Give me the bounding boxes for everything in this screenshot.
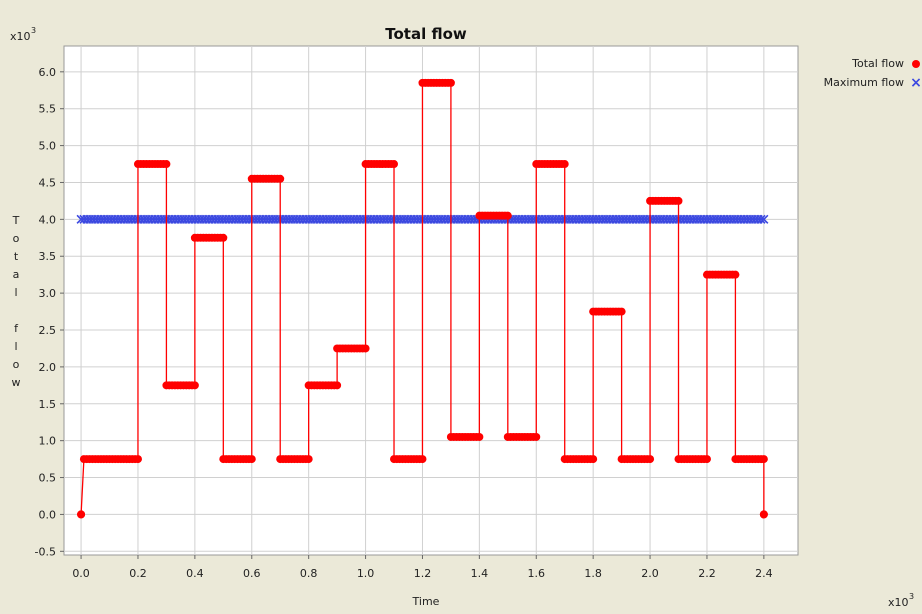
total-flow-point	[77, 510, 86, 519]
total-flow-point	[674, 196, 683, 205]
x-multiplier-base: x10	[888, 596, 909, 609]
legend-dot-icon	[910, 58, 922, 70]
y-tick-label: 6.0	[39, 66, 57, 79]
y-axis-label-char: o	[13, 358, 20, 371]
total-flow-point	[759, 510, 768, 519]
total-flow-point	[133, 455, 142, 464]
total-flow-point	[162, 160, 171, 169]
y-multiplier-base: x10	[10, 30, 31, 43]
y-tick-label: 1.0	[39, 435, 57, 448]
y-axis-label-char: o	[13, 232, 20, 245]
y-tick-label: 4.5	[39, 176, 57, 189]
y-axis-label-char: l	[14, 340, 17, 353]
total-flow-point	[304, 455, 313, 464]
total-flow-point	[702, 455, 711, 464]
x-axis-label: Time	[412, 595, 440, 608]
plot-area	[63, 45, 799, 556]
y-tick-label: 1.5	[39, 398, 57, 411]
total-flow-point	[532, 432, 541, 441]
total-flow-point	[418, 455, 427, 464]
x-tick-label: 1.8	[584, 567, 602, 580]
y-tick-label: 0.0	[39, 508, 57, 521]
x-multiplier-exponent: 3	[909, 592, 914, 601]
x-tick-label: 1.2	[414, 567, 432, 580]
total-flow-point	[390, 160, 399, 169]
x-tick-label: 1.0	[357, 567, 375, 580]
x-tick-label: 1.4	[471, 567, 489, 580]
y-tick-label: 3.0	[39, 287, 57, 300]
legend-x-icon: ×	[910, 74, 922, 91]
maximum-flow-point	[759, 214, 769, 224]
y-axis-label-char: a	[13, 268, 20, 281]
y-axis-label-char: T	[12, 214, 20, 227]
total-flow-point	[589, 455, 598, 464]
y-tick-label: 5.0	[39, 140, 57, 153]
y-axis-label-char: t	[14, 250, 19, 263]
x-tick-label: 0.0	[72, 567, 90, 580]
total-flow-point	[759, 455, 768, 464]
y-multiplier: x10 3	[10, 26, 36, 43]
x-tick-label: 2.0	[641, 567, 659, 580]
y-tick-labels: -0.5 0.0 0.5 1.0 1.5 2.0 2.5 3.0 3.5 4.0 4.5 5.0 5.5…	[35, 66, 56, 558]
y-tick-label: 4.0	[39, 213, 57, 226]
total-flow-point	[503, 211, 512, 220]
y-tick-label: 3.5	[39, 250, 57, 263]
series-maximum-flow	[76, 214, 769, 224]
x-tick-labels: 0.0 0.2 0.4 0.6 0.8 1.0 1.2 1.4 1.6 1.8 2.0 2.2 2.4	[72, 567, 772, 580]
y-tick-label: 5.5	[39, 103, 57, 116]
total-flow-point	[247, 455, 256, 464]
legend-label-maximum-flow: Maximum flow	[823, 76, 904, 89]
total-flow-point	[333, 381, 342, 390]
x-tick-label: 0.2	[129, 567, 147, 580]
total-flow-point	[617, 307, 626, 316]
legend-label-total-flow: Total flow	[852, 57, 904, 70]
x-tick-label: 0.4	[186, 567, 204, 580]
x-tick-label: 1.6	[528, 567, 546, 580]
x-multiplier: x10 3	[888, 592, 914, 609]
maximum-flow-point	[756, 214, 766, 224]
total-flow-point	[219, 233, 228, 242]
series-total-flow	[77, 78, 768, 519]
y-axis-label-char: w	[12, 376, 21, 389]
y-multiplier-exponent: 3	[31, 26, 36, 35]
total-flow-point	[560, 160, 569, 169]
total-flow-point	[190, 381, 199, 390]
total-flow-point	[446, 78, 455, 87]
x-tick-label: 2.4	[755, 567, 773, 580]
legend-item-maximum-flow: Maximum flow ×	[800, 73, 922, 92]
total-flow-point	[276, 174, 285, 183]
total-flow-point	[731, 270, 740, 279]
x-tick-label: 0.6	[243, 567, 261, 580]
y-axis-label-char: f	[14, 322, 19, 335]
total-flow-point	[361, 344, 370, 353]
total-flow-point	[646, 455, 655, 464]
x-tick-label: 2.2	[698, 567, 716, 580]
y-tick-label: -0.5	[35, 545, 56, 558]
y-tick-label: 2.5	[39, 324, 57, 337]
y-tick-label: 0.5	[39, 472, 57, 485]
total-flow-point	[475, 432, 484, 441]
legend: Total flow Maximum flow ×	[800, 54, 922, 92]
x-tick-label: 0.8	[300, 567, 318, 580]
chart-title: Total flow	[385, 25, 467, 43]
y-tick-label: 2.0	[39, 361, 57, 374]
y-axis-label-char: l	[14, 286, 17, 299]
legend-item-total-flow: Total flow	[800, 54, 922, 73]
